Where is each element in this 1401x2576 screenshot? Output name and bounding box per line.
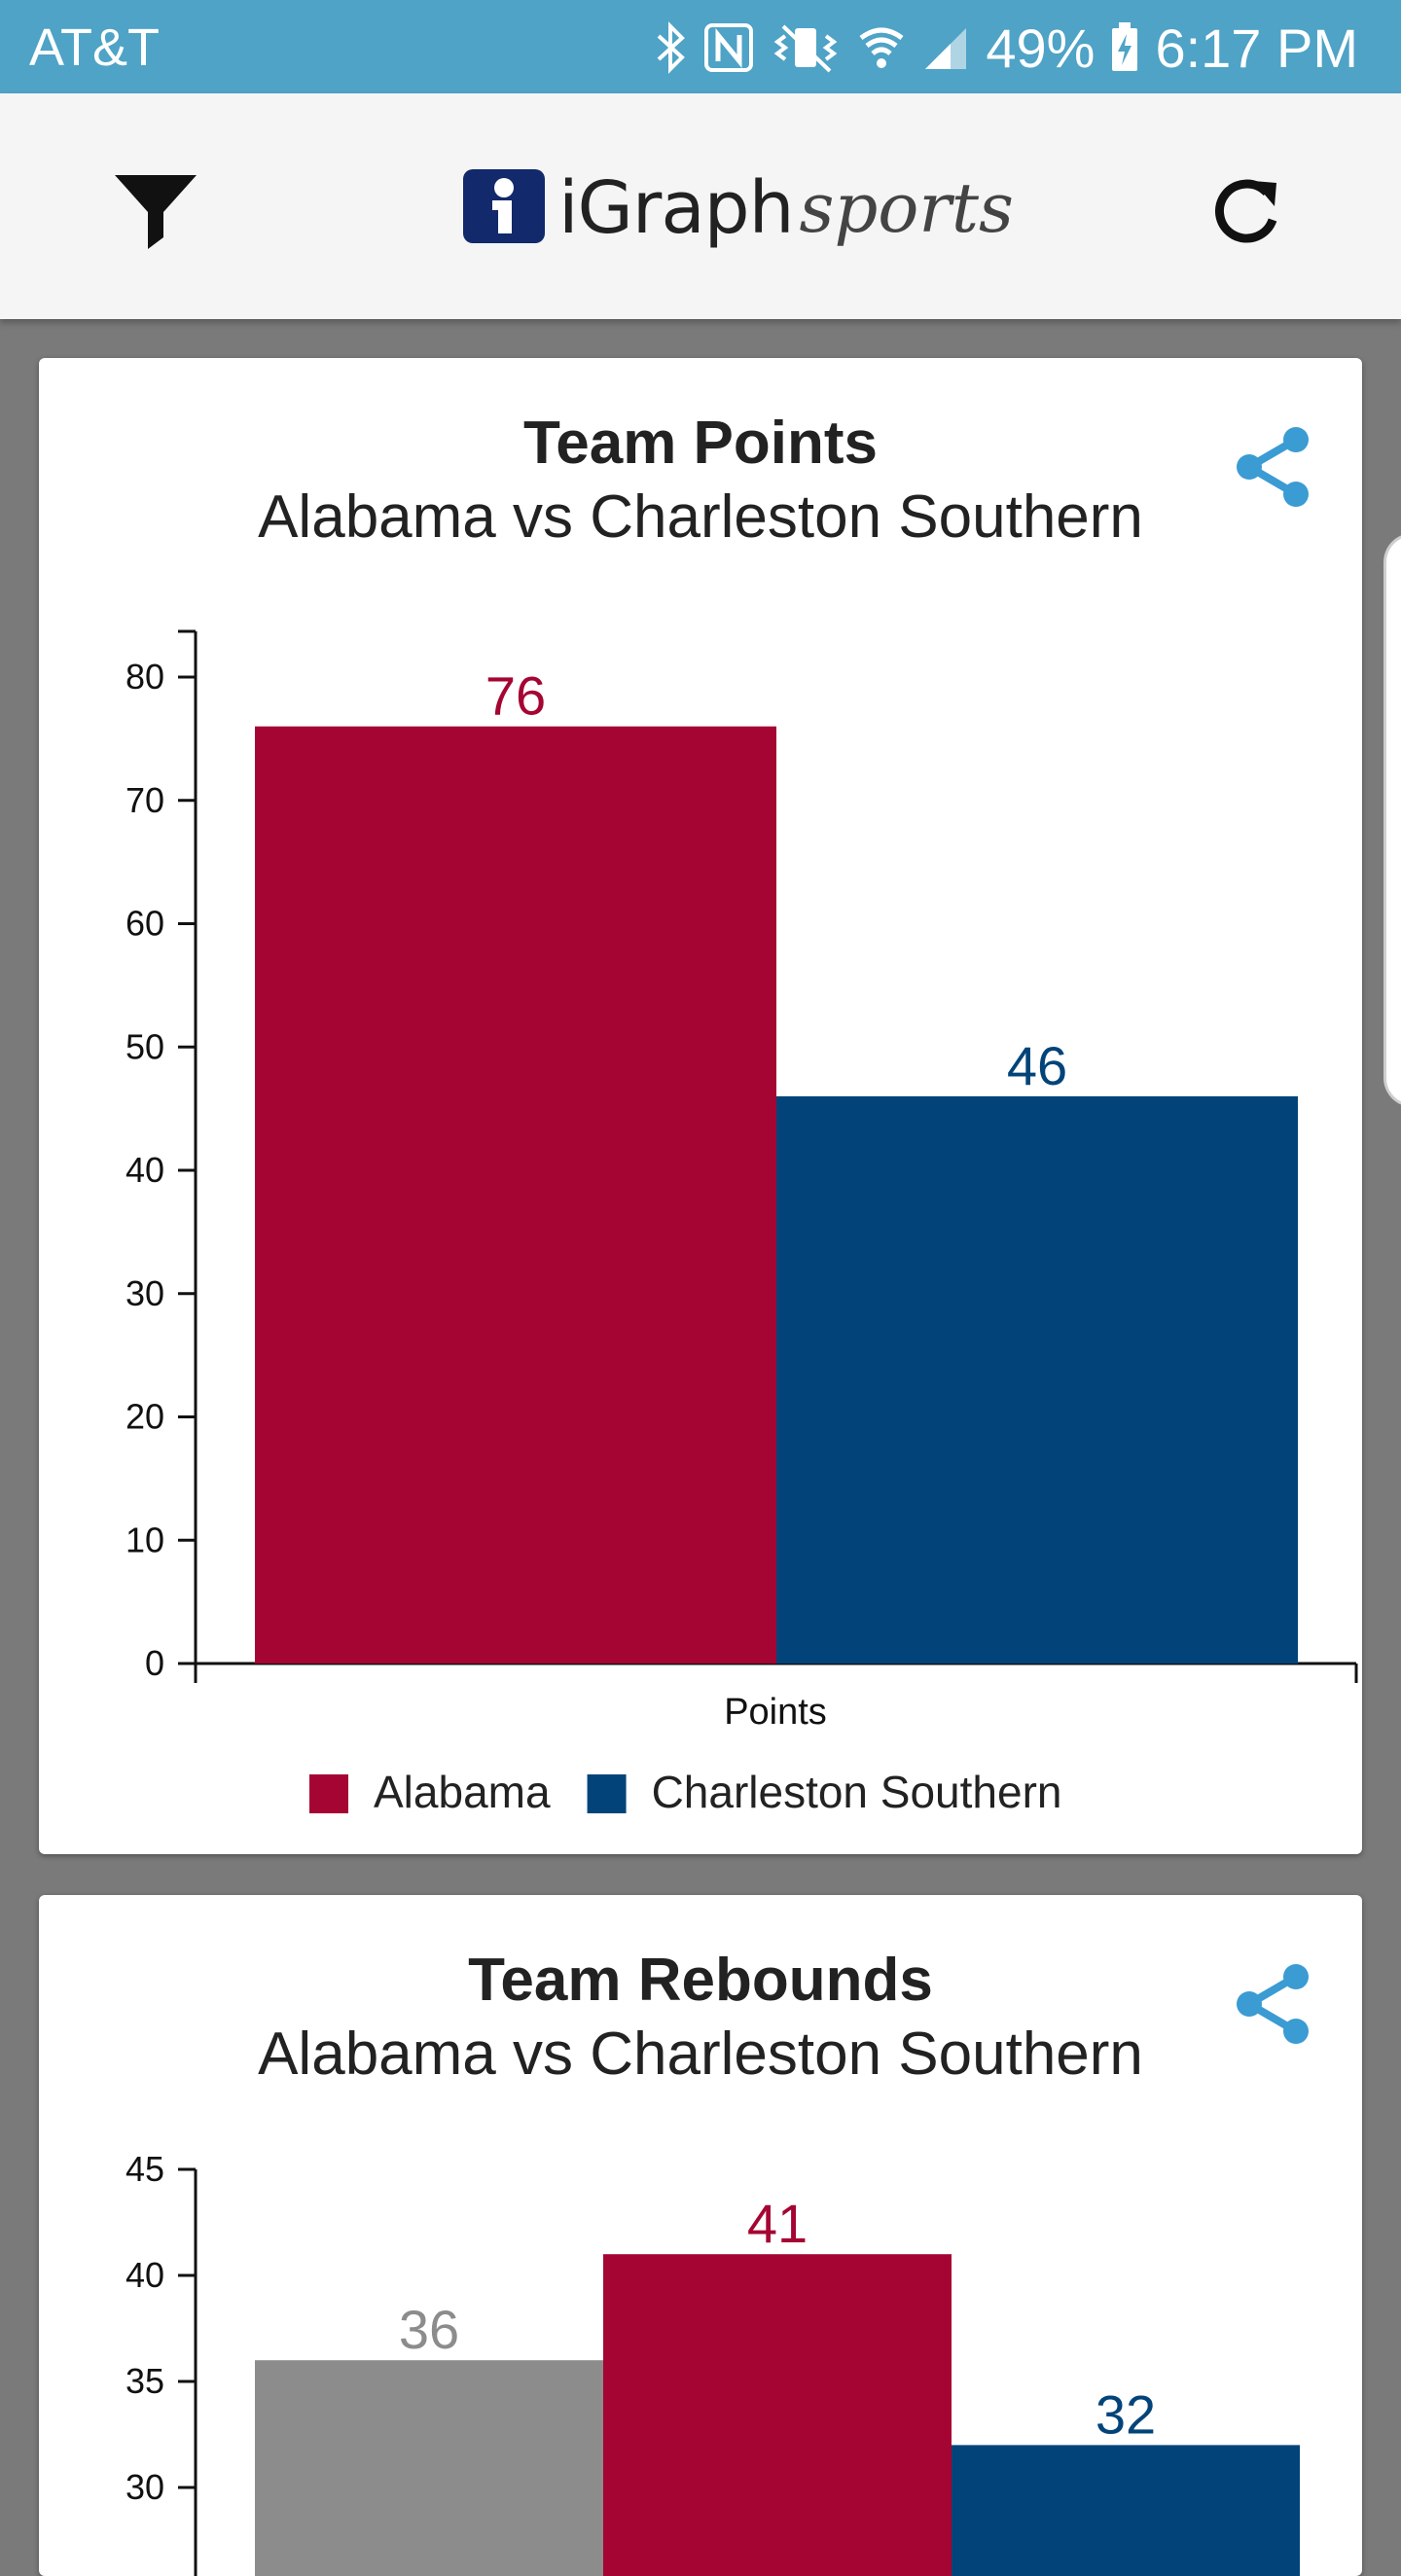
- status-icons: 49% 6:17 PM: [655, 14, 1358, 82]
- y-tick-label: 45: [126, 2149, 164, 2189]
- bar-value-label: 36: [399, 2299, 459, 2360]
- nfc-icon: [704, 23, 754, 72]
- x-category-label: Points: [724, 1692, 827, 1733]
- clock: 6:17 PM: [1155, 17, 1358, 79]
- y-tick-label: 20: [126, 1397, 164, 1437]
- y-tick-label: 70: [126, 780, 164, 820]
- logo-i-icon: [463, 169, 545, 243]
- y-tick-label: 30: [126, 2467, 164, 2507]
- bar: [603, 2254, 952, 2576]
- filter-icon: [115, 175, 197, 249]
- team-rebounds-card: Team Rebounds Alabama vs Charleston Sout…: [39, 1895, 1362, 2576]
- legend-swatch: [309, 1774, 348, 1813]
- app-bar: iGraph sports: [0, 93, 1401, 319]
- carrier-label: AT&T: [29, 18, 160, 77]
- wifi-icon: [859, 27, 904, 68]
- y-tick-label: 0: [145, 1643, 164, 1683]
- refresh-button[interactable]: [1203, 167, 1290, 255]
- y-tick-label: 40: [126, 1150, 164, 1190]
- y-tick-label: 80: [126, 657, 164, 697]
- team-points-chart: 0 10 20 30 40 50 60 70 80 76 46 Points Alabama Charle…: [126, 629, 1358, 1817]
- y-tick-label: 30: [126, 1273, 164, 1313]
- y-tick-label: 35: [126, 2361, 164, 2401]
- refresh-icon: [1215, 179, 1277, 243]
- share-icon: [1237, 427, 1309, 507]
- signal-icon: [925, 28, 967, 69]
- share-button[interactable]: [1228, 422, 1317, 512]
- team-points-card: Team Points Alabama vs Charleston Southe…: [39, 358, 1362, 1854]
- bar-value-label: 46: [1007, 1035, 1067, 1096]
- chart-title: Team Points: [522, 410, 879, 477]
- legend-label: Alabama: [374, 1767, 551, 1817]
- bar-value-label: 41: [747, 2193, 808, 2254]
- team-rebounds-chart: 30 35 40 45 36 41 32: [126, 2149, 1300, 2576]
- logo-word: iGraph: [558, 166, 795, 250]
- bar: [952, 2445, 1300, 2576]
- filter-button[interactable]: [109, 167, 202, 255]
- legend-label: Charleston Southern: [652, 1767, 1062, 1817]
- logo-sports: sports: [799, 168, 1014, 248]
- bar-value-label: 32: [1096, 2383, 1156, 2445]
- battery-charging-icon: [1112, 22, 1138, 71]
- y-tick-label: 50: [126, 1026, 164, 1066]
- share-button[interactable]: [1228, 1959, 1317, 2049]
- y-tick-label: 10: [126, 1520, 164, 1559]
- bluetooth-icon: [657, 21, 686, 74]
- side-drawer-handle[interactable]: [1383, 533, 1401, 1107]
- vibrate-mute-icon: [774, 24, 838, 73]
- chart-subtitle: Alabama vs Charleston Southern: [258, 2021, 1143, 2088]
- share-icon: [1237, 1964, 1309, 2044]
- legend-swatch: [587, 1774, 627, 1813]
- status-bar: AT&T 49% 6:17 PM: [0, 0, 1401, 93]
- app-logo: iGraph sports: [463, 150, 1014, 267]
- y-tick-label: 40: [126, 2255, 164, 2295]
- bar-charleston-southern: [776, 1095, 1298, 1664]
- battery-percent: 49%: [986, 17, 1096, 79]
- bar-value-label: 76: [485, 665, 546, 727]
- chart-subtitle: Alabama vs Charleston Southern: [258, 483, 1143, 551]
- y-tick-label: 60: [126, 904, 164, 944]
- chart-title: Team Rebounds: [468, 1947, 933, 2014]
- bar-alabama: [255, 726, 776, 1664]
- bar: [255, 2360, 603, 2576]
